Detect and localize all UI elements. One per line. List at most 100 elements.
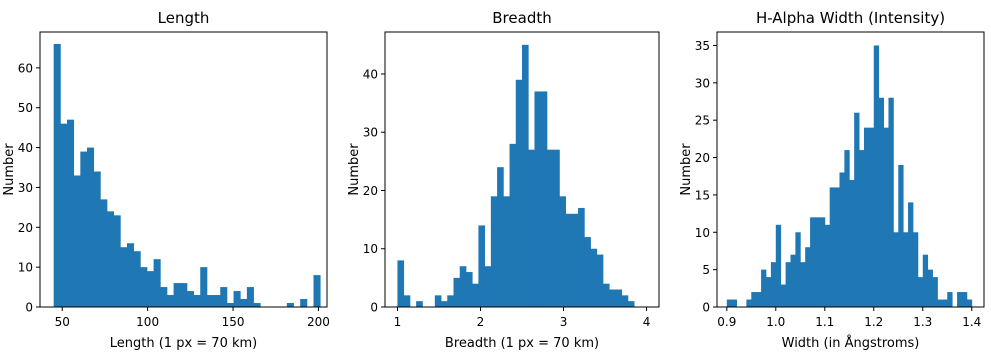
histogram-bar bbox=[453, 277, 461, 307]
histogram-bar bbox=[484, 266, 492, 307]
histogram-bar bbox=[253, 303, 261, 307]
histogram-bar bbox=[878, 97, 884, 307]
histogram-bar bbox=[546, 149, 554, 307]
histogram-bar bbox=[553, 149, 560, 307]
x-tick-label: 2 bbox=[477, 315, 485, 329]
histogram-bar bbox=[800, 262, 806, 307]
histogram-bar bbox=[300, 299, 308, 307]
histogram-bar bbox=[465, 272, 473, 307]
histogram-bar bbox=[839, 172, 845, 307]
histogram-bar bbox=[731, 299, 737, 307]
histogram-bar bbox=[113, 215, 121, 307]
histogram-bar bbox=[947, 292, 953, 307]
histogram-bar bbox=[893, 232, 899, 307]
histogram-bar bbox=[751, 292, 757, 307]
histogram-bar bbox=[540, 91, 548, 308]
histogram-bar bbox=[173, 283, 181, 307]
y-tick-label: 15 bbox=[695, 188, 710, 202]
histogram-bar bbox=[472, 283, 479, 307]
histogram-bar bbox=[559, 196, 566, 307]
x-tick-label: 1.3 bbox=[913, 315, 932, 329]
histogram-bar bbox=[106, 211, 115, 307]
y-tick-label: 25 bbox=[695, 114, 710, 128]
y-tick-label: 0 bbox=[702, 301, 710, 315]
histogram-bar bbox=[590, 248, 598, 307]
x-tick-label: 1.2 bbox=[864, 315, 883, 329]
y-tick-label: 60 bbox=[18, 61, 33, 75]
y-tick-label: 50 bbox=[18, 101, 33, 115]
x-axis-label: Width (in Ångstroms) bbox=[782, 335, 920, 351]
histogram-bar bbox=[140, 267, 148, 307]
y-tick-label: 0 bbox=[370, 301, 378, 315]
axes-frame bbox=[716, 31, 985, 308]
histogram-bar bbox=[246, 287, 254, 307]
histogram-bar bbox=[903, 232, 909, 307]
histogram-bar bbox=[133, 251, 141, 307]
y-tick-label: 35 bbox=[695, 39, 710, 53]
histogram-bar bbox=[834, 187, 840, 307]
histogram-bar bbox=[186, 291, 194, 307]
histogram-bar bbox=[868, 127, 875, 308]
x-tick-label: 3 bbox=[560, 315, 568, 329]
histogram-bar bbox=[615, 289, 623, 307]
histogram-bar bbox=[942, 299, 948, 307]
histogram-bar bbox=[922, 254, 929, 307]
histogram-bar bbox=[873, 45, 880, 307]
histogram-bar bbox=[447, 295, 454, 307]
histogram-bar bbox=[200, 267, 208, 307]
histogram-bar bbox=[780, 284, 786, 307]
histogram-bar bbox=[824, 224, 831, 307]
chart-title: Length bbox=[158, 9, 210, 27]
x-tick-label: 4 bbox=[643, 315, 651, 329]
histogram-bar bbox=[859, 150, 865, 307]
histogram-bar bbox=[80, 151, 88, 307]
histogram-bar bbox=[770, 262, 777, 307]
y-tick-label: 10 bbox=[18, 261, 33, 275]
x-tick-label: 1 bbox=[394, 315, 402, 329]
histogram-bar bbox=[602, 283, 610, 307]
y-tick-label: 30 bbox=[18, 181, 33, 195]
x-tick-label: 150 bbox=[222, 315, 245, 329]
histogram-bar bbox=[220, 287, 228, 307]
x-tick-label: 100 bbox=[136, 315, 159, 329]
x-tick-label: 1.0 bbox=[766, 315, 785, 329]
x-tick-label: 200 bbox=[307, 315, 330, 329]
chart-panel-1: 50 100 150 200 0 10 20 30 40 50 60 Length Length (1 … bbox=[2, 9, 330, 351]
histogram-bar bbox=[313, 275, 321, 307]
histogram-bar bbox=[746, 299, 752, 307]
histogram-bar bbox=[213, 295, 221, 307]
x-tick-label: 1.4 bbox=[962, 315, 981, 329]
histogram-bar bbox=[146, 271, 154, 307]
y-tick-label: 30 bbox=[363, 126, 378, 140]
y-tick-label: 20 bbox=[695, 151, 710, 165]
histogram-bar bbox=[609, 289, 616, 307]
histogram-bar bbox=[206, 295, 214, 307]
y-tick-label: 0 bbox=[25, 301, 33, 315]
histogram-bar bbox=[912, 232, 919, 307]
histogram-bar bbox=[805, 247, 811, 307]
histogram-bar bbox=[578, 207, 585, 307]
histogram-bar bbox=[819, 217, 826, 307]
y-tick-label: 10 bbox=[363, 242, 378, 256]
histogram-bar bbox=[898, 165, 904, 307]
histogram-bar bbox=[961, 292, 968, 307]
x-tick-label: 1.1 bbox=[815, 315, 834, 329]
y-tick-label: 30 bbox=[695, 76, 710, 90]
y-tick-label: 40 bbox=[363, 67, 378, 81]
axes-frame bbox=[384, 31, 660, 308]
chart-title: Breadth bbox=[492, 9, 551, 27]
histogram-bar bbox=[908, 202, 914, 307]
histogram-bar bbox=[534, 91, 542, 308]
histogram-bar bbox=[126, 243, 135, 307]
histogram-bar bbox=[528, 149, 535, 307]
x-axis-label: Length (1 px = 70 km) bbox=[110, 336, 258, 351]
histogram-bar bbox=[490, 196, 498, 307]
histogram-bar bbox=[726, 299, 733, 307]
histogram-bar bbox=[180, 283, 188, 307]
histogram-bar bbox=[160, 287, 168, 307]
histogram-bar bbox=[761, 269, 767, 307]
x-tick-label: 50 bbox=[55, 315, 70, 329]
histogram-bar bbox=[73, 175, 81, 307]
histogram-bar bbox=[584, 237, 591, 307]
histogram-bar bbox=[932, 277, 938, 307]
